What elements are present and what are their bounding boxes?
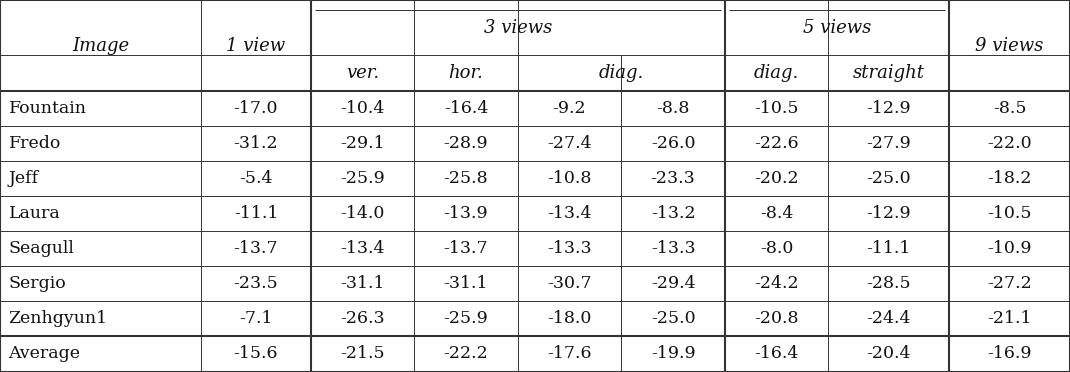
Text: -13.4: -13.4 xyxy=(340,240,385,257)
Text: -10.4: -10.4 xyxy=(340,100,384,117)
Text: -26.3: -26.3 xyxy=(340,310,385,327)
Text: -20.4: -20.4 xyxy=(867,346,911,362)
Text: -24.4: -24.4 xyxy=(867,310,911,327)
Text: -27.9: -27.9 xyxy=(867,135,912,152)
Text: -16.4: -16.4 xyxy=(754,346,799,362)
Text: -25.0: -25.0 xyxy=(867,170,911,187)
Text: -13.3: -13.3 xyxy=(651,240,696,257)
Text: -21.1: -21.1 xyxy=(988,310,1031,327)
Text: -11.1: -11.1 xyxy=(867,240,911,257)
Text: -27.4: -27.4 xyxy=(547,135,592,152)
Text: -10.5: -10.5 xyxy=(988,205,1031,222)
Text: -12.9: -12.9 xyxy=(867,205,911,222)
Text: Image: Image xyxy=(72,36,129,55)
Text: -22.2: -22.2 xyxy=(444,346,488,362)
Text: diag.: diag. xyxy=(754,64,799,82)
Text: Fredo: Fredo xyxy=(9,135,61,152)
Text: -10.8: -10.8 xyxy=(548,170,592,187)
Text: -23.5: -23.5 xyxy=(233,275,278,292)
Text: -8.4: -8.4 xyxy=(760,205,793,222)
Text: -25.0: -25.0 xyxy=(651,310,696,327)
Text: -25.9: -25.9 xyxy=(340,170,385,187)
Text: -19.9: -19.9 xyxy=(651,346,696,362)
Text: -29.4: -29.4 xyxy=(651,275,696,292)
Text: Sergio: Sergio xyxy=(9,275,66,292)
Text: hor.: hor. xyxy=(448,64,484,82)
Text: -8.8: -8.8 xyxy=(656,100,690,117)
Text: -12.9: -12.9 xyxy=(867,100,911,117)
Text: -31.1: -31.1 xyxy=(444,275,488,292)
Text: ver.: ver. xyxy=(346,64,379,82)
Text: -18.2: -18.2 xyxy=(988,170,1031,187)
Text: -21.5: -21.5 xyxy=(340,346,385,362)
Text: 5 views: 5 views xyxy=(802,19,871,36)
Text: -9.2: -9.2 xyxy=(553,100,586,117)
Text: -17.0: -17.0 xyxy=(233,100,278,117)
Text: Zenhgyun1: Zenhgyun1 xyxy=(9,310,108,327)
Text: -11.1: -11.1 xyxy=(234,205,278,222)
Text: -16.9: -16.9 xyxy=(988,346,1031,362)
Text: -13.3: -13.3 xyxy=(547,240,592,257)
Text: Seagull: Seagull xyxy=(9,240,75,257)
Text: 3 views: 3 views xyxy=(484,19,552,36)
Text: Laura: Laura xyxy=(9,205,60,222)
Text: -22.0: -22.0 xyxy=(988,135,1031,152)
Text: -22.6: -22.6 xyxy=(754,135,799,152)
Text: -28.9: -28.9 xyxy=(444,135,488,152)
Text: -13.2: -13.2 xyxy=(651,205,696,222)
Text: -27.2: -27.2 xyxy=(988,275,1031,292)
Text: Jeff: Jeff xyxy=(9,170,39,187)
Text: -20.8: -20.8 xyxy=(754,310,799,327)
Text: -17.6: -17.6 xyxy=(547,346,592,362)
Text: -25.8: -25.8 xyxy=(444,170,488,187)
Text: -29.1: -29.1 xyxy=(340,135,385,152)
Text: -24.2: -24.2 xyxy=(754,275,799,292)
Text: -10.5: -10.5 xyxy=(754,100,799,117)
Text: -5.4: -5.4 xyxy=(240,170,273,187)
Text: -8.5: -8.5 xyxy=(993,100,1026,117)
Text: 1 view: 1 view xyxy=(227,36,286,55)
Text: straight: straight xyxy=(853,64,924,82)
Text: -16.4: -16.4 xyxy=(444,100,488,117)
Text: Average: Average xyxy=(9,346,80,362)
Text: 9 views: 9 views xyxy=(976,36,1043,55)
Text: -18.0: -18.0 xyxy=(548,310,592,327)
Text: -15.6: -15.6 xyxy=(233,346,278,362)
Text: -10.9: -10.9 xyxy=(988,240,1031,257)
Text: -8.0: -8.0 xyxy=(760,240,793,257)
Text: -20.2: -20.2 xyxy=(754,170,799,187)
Text: -30.7: -30.7 xyxy=(547,275,592,292)
Text: -25.9: -25.9 xyxy=(444,310,488,327)
Text: -13.4: -13.4 xyxy=(547,205,592,222)
Text: -14.0: -14.0 xyxy=(340,205,384,222)
Text: -23.3: -23.3 xyxy=(651,170,696,187)
Text: -31.1: -31.1 xyxy=(340,275,385,292)
Text: -28.5: -28.5 xyxy=(867,275,911,292)
Text: diag.: diag. xyxy=(599,64,644,82)
Text: -13.7: -13.7 xyxy=(233,240,278,257)
Text: -13.7: -13.7 xyxy=(444,240,488,257)
Text: -7.1: -7.1 xyxy=(240,310,273,327)
Text: Fountain: Fountain xyxy=(9,100,87,117)
Text: -31.2: -31.2 xyxy=(233,135,278,152)
Text: -26.0: -26.0 xyxy=(651,135,696,152)
Text: -13.9: -13.9 xyxy=(444,205,488,222)
